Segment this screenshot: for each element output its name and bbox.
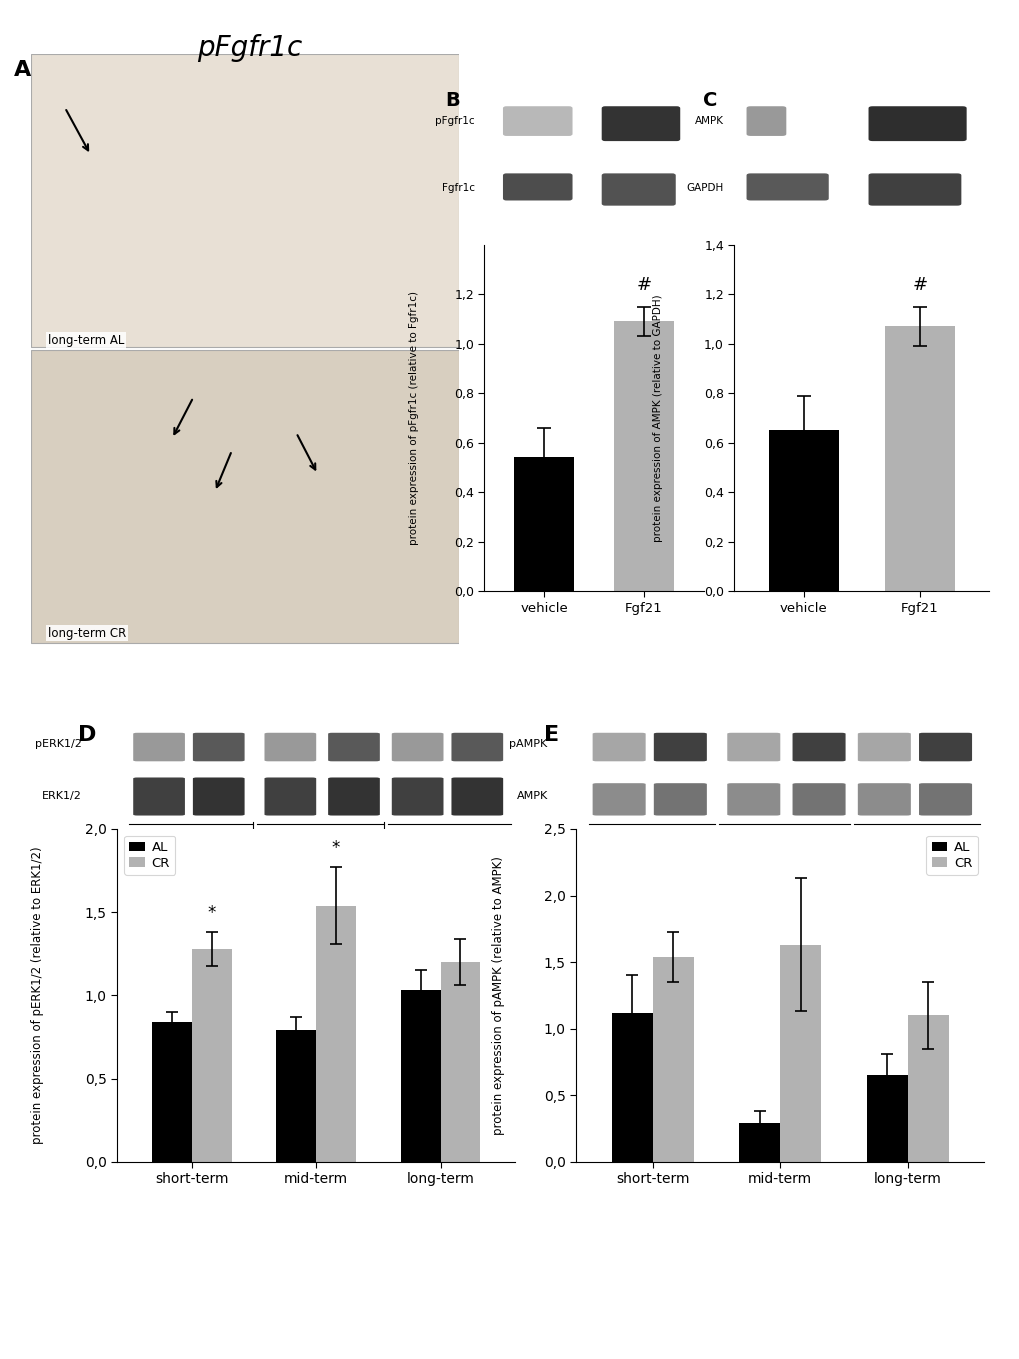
Legend: AL, CR: AL, CR (123, 836, 175, 875)
FancyBboxPatch shape (451, 733, 502, 761)
Text: mid-term: mid-term (758, 833, 809, 844)
Bar (611, 1012, 652, 1162)
FancyBboxPatch shape (653, 733, 706, 761)
Text: B: B (445, 91, 460, 110)
Bar (31, 54, 459, 347)
Text: vehicle: vehicle (767, 246, 807, 257)
Bar (884, 326, 954, 591)
Y-axis label: protein expression of AMPK (relative to GAPDH): protein expression of AMPK (relative to … (652, 294, 662, 542)
FancyBboxPatch shape (857, 733, 910, 761)
Text: AL: AL (277, 875, 290, 885)
Text: AL: AL (398, 875, 412, 885)
Y-axis label: protein expression of pFgfr1c (relative to Fgfr1c): protein expression of pFgfr1c (relative … (409, 291, 419, 545)
FancyBboxPatch shape (133, 777, 184, 815)
Text: AMPK: AMPK (694, 116, 723, 126)
FancyBboxPatch shape (451, 777, 502, 815)
Text: CR: CR (458, 875, 472, 885)
FancyBboxPatch shape (592, 733, 645, 761)
Legend: AL, CR: AL, CR (925, 836, 977, 875)
Bar (31, 351, 459, 643)
FancyBboxPatch shape (391, 777, 443, 815)
Text: CR: CR (925, 875, 940, 885)
Text: #: # (636, 276, 651, 294)
FancyBboxPatch shape (868, 174, 961, 205)
Text: ERK1/2: ERK1/2 (42, 791, 82, 800)
FancyBboxPatch shape (727, 783, 780, 815)
FancyBboxPatch shape (857, 783, 910, 815)
Text: pAMPK: pAMPK (508, 739, 547, 749)
Bar (613, 321, 674, 591)
Text: Fgfr1c: Fgfr1c (441, 183, 475, 193)
Text: C: C (702, 91, 716, 110)
FancyBboxPatch shape (792, 733, 845, 761)
Text: D: D (77, 726, 96, 745)
Bar (316, 905, 356, 1162)
FancyBboxPatch shape (601, 106, 680, 141)
Text: AL: AL (741, 875, 753, 885)
FancyBboxPatch shape (727, 733, 780, 761)
Text: CR: CR (336, 875, 351, 885)
Text: Fgf21: Fgf21 (901, 246, 932, 257)
FancyBboxPatch shape (601, 174, 675, 205)
Text: vehicle: vehicle (522, 246, 561, 257)
FancyBboxPatch shape (264, 777, 316, 815)
Text: pERK1/2: pERK1/2 (35, 739, 82, 749)
FancyBboxPatch shape (264, 733, 316, 761)
Text: CR: CR (801, 875, 815, 885)
Text: AL: AL (604, 875, 616, 885)
Text: E: E (543, 726, 558, 745)
Text: CR: CR (204, 875, 218, 885)
FancyBboxPatch shape (792, 783, 845, 815)
FancyBboxPatch shape (133, 733, 184, 761)
Text: *: * (208, 904, 216, 923)
FancyBboxPatch shape (328, 733, 379, 761)
Text: *: * (331, 840, 340, 858)
Bar (400, 991, 440, 1162)
Text: #: # (911, 276, 926, 294)
FancyBboxPatch shape (592, 783, 645, 815)
Bar (276, 1030, 316, 1162)
Text: pFgfr1c: pFgfr1c (435, 116, 475, 126)
Text: CR: CR (664, 875, 679, 885)
Text: AL: AL (865, 875, 877, 885)
Text: long-term CR: long-term CR (48, 626, 126, 640)
Text: long-term AL: long-term AL (48, 334, 124, 347)
Bar (739, 1124, 780, 1162)
Bar (192, 949, 231, 1162)
Text: AL: AL (145, 875, 157, 885)
FancyBboxPatch shape (391, 733, 443, 761)
FancyBboxPatch shape (868, 106, 966, 141)
Text: short-term: short-term (618, 833, 677, 844)
FancyBboxPatch shape (193, 733, 245, 761)
FancyBboxPatch shape (746, 174, 828, 201)
Y-axis label: protein expression of pERK1/2 (relative to ERK1/2): protein expression of pERK1/2 (relative … (31, 847, 44, 1144)
Text: mid-term: mid-term (294, 833, 345, 844)
Text: Fgf21: Fgf21 (625, 246, 656, 257)
Bar (907, 1015, 948, 1162)
Text: AMPK: AMPK (516, 791, 547, 800)
Bar (768, 431, 838, 591)
Bar (780, 945, 820, 1162)
Text: long-term: long-term (414, 833, 469, 844)
FancyBboxPatch shape (746, 106, 786, 136)
Bar (866, 1075, 907, 1162)
FancyBboxPatch shape (653, 783, 706, 815)
FancyBboxPatch shape (918, 733, 971, 761)
Y-axis label: protein expression of pAMPK (relative to AMPK): protein expression of pAMPK (relative to… (491, 856, 504, 1135)
FancyBboxPatch shape (502, 174, 572, 201)
FancyBboxPatch shape (918, 783, 971, 815)
FancyBboxPatch shape (328, 777, 379, 815)
Bar (652, 957, 693, 1162)
Text: long-term: long-term (880, 833, 935, 844)
Text: short-term: short-term (157, 833, 216, 844)
Text: A: A (13, 60, 31, 80)
Text: pFgfr1c: pFgfr1c (197, 34, 303, 63)
Bar (152, 1022, 192, 1162)
Bar (440, 962, 480, 1162)
Bar (514, 458, 574, 591)
FancyBboxPatch shape (502, 106, 572, 136)
Text: GAPDH: GAPDH (686, 183, 723, 193)
FancyBboxPatch shape (193, 777, 245, 815)
